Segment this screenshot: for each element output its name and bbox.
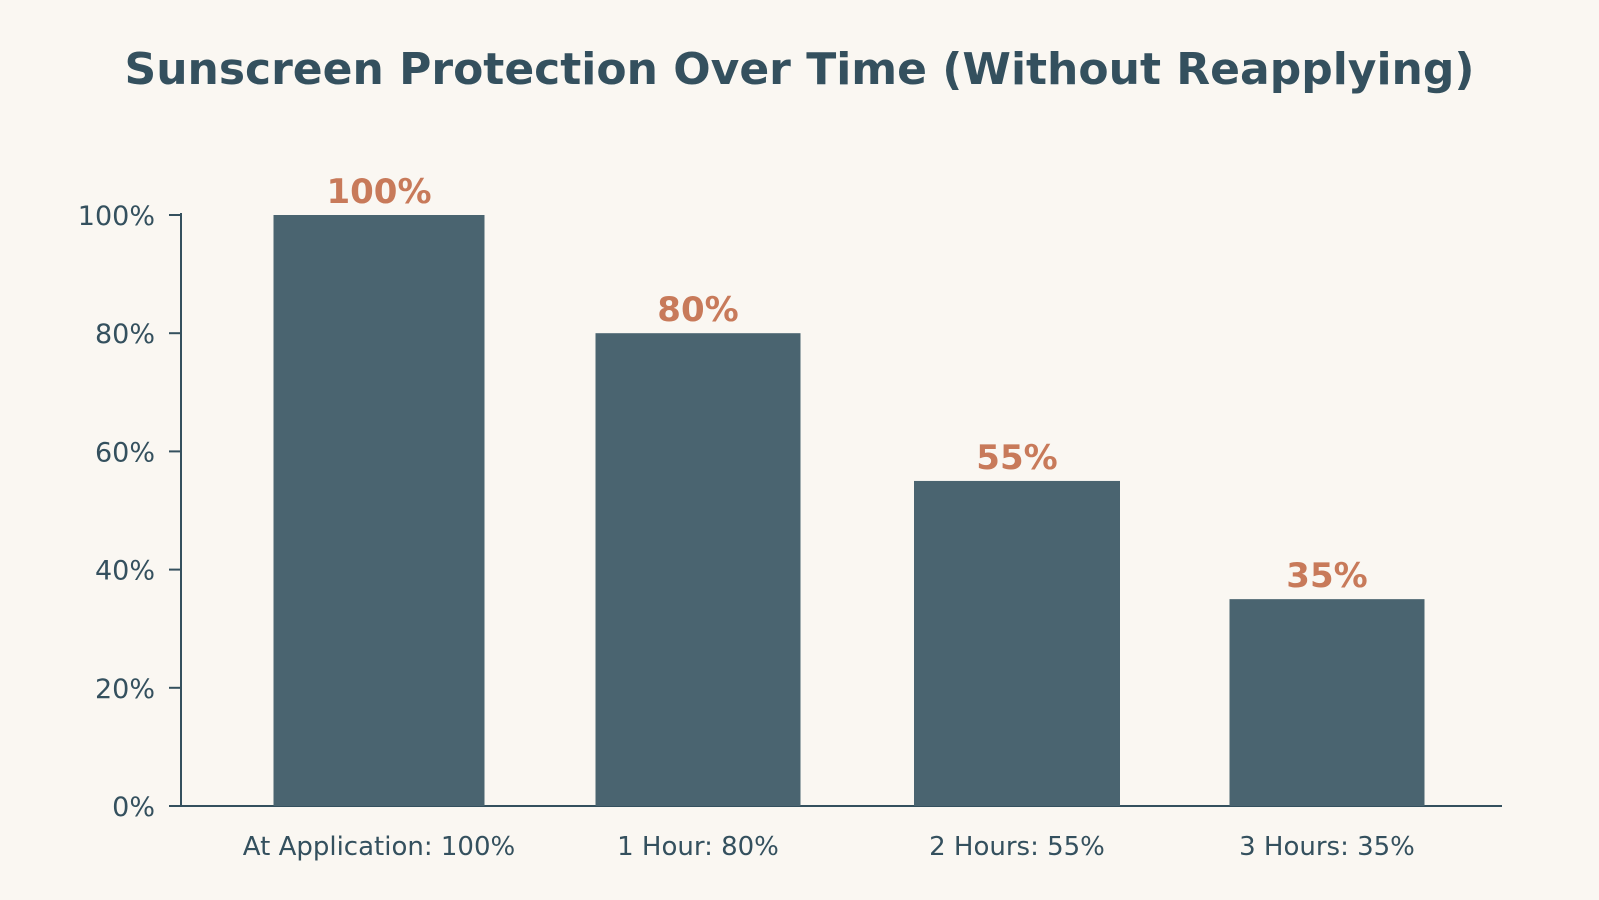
chart-title: Sunscreen Protection Over Time (Without … bbox=[124, 44, 1475, 95]
x-category-label: 2 Hours: 55% bbox=[929, 832, 1105, 862]
bar bbox=[273, 215, 485, 806]
y-axis: 0% 20% 40% 60% 80% 100% bbox=[78, 201, 182, 823]
y-tick-label: 0% bbox=[112, 792, 155, 823]
bar bbox=[1229, 599, 1425, 806]
y-tick-label: 40% bbox=[95, 556, 155, 587]
bars bbox=[273, 215, 1425, 806]
y-tick-label: 20% bbox=[95, 674, 155, 705]
x-category-label: At Application: 100% bbox=[243, 832, 515, 862]
y-tick-label: 80% bbox=[95, 319, 155, 350]
bar-data-label: 35% bbox=[1286, 556, 1367, 596]
y-tick-label: 100% bbox=[78, 201, 155, 232]
data-labels: 100% 80% 55% 35% bbox=[326, 172, 1367, 596]
bar-data-label: 55% bbox=[976, 438, 1057, 478]
x-category-label: 1 Hour: 80% bbox=[617, 832, 779, 862]
x-category-label: 3 Hours: 35% bbox=[1239, 832, 1415, 862]
bar-data-label: 100% bbox=[326, 172, 431, 212]
x-axis: At Application: 100% 1 Hour: 80% 2 Hours: … bbox=[181, 805, 1502, 862]
y-tick-label: 60% bbox=[95, 437, 155, 468]
bar bbox=[914, 480, 1120, 806]
bar bbox=[595, 333, 801, 806]
bar-data-label: 80% bbox=[657, 290, 738, 330]
